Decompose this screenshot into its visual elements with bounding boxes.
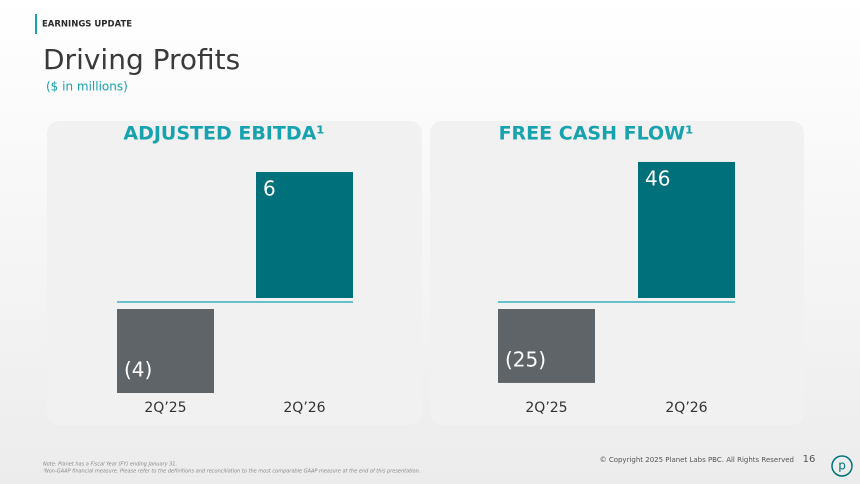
footnote: Note: Planet has a Fiscal Year (FY) endi… (43, 462, 177, 468)
section-bar (35, 14, 37, 34)
logo-ring (831, 455, 853, 477)
x-tick-label: 2Q’26 (665, 400, 707, 416)
x-tick-label: 2Q’25 (525, 400, 567, 416)
bar (117, 309, 214, 393)
panel (430, 121, 804, 425)
logo: p (838, 459, 846, 473)
slide-subtitle: ($ in millions) (46, 80, 128, 94)
panel (47, 121, 422, 425)
slide-title: Driving Profits (43, 43, 240, 76)
x-tick-label: 2Q’25 (144, 400, 186, 416)
bar (256, 172, 353, 298)
value-label: 46 (645, 166, 670, 190)
value-label: 6 (263, 177, 276, 201)
section-label: EARNINGS UPDATE (42, 20, 132, 30)
footnote: ¹Non-GAAP financial measure. Please refe… (43, 469, 420, 475)
copyright: © Copyright 2025 Planet Labs PBC. All Ri… (600, 456, 794, 464)
page-number: 16 (803, 454, 816, 465)
value-label: (25) (505, 347, 546, 371)
chart-title: ADJUSTED EBITDA¹ (123, 123, 324, 145)
bar (638, 161, 735, 298)
value-label: (4) (124, 358, 152, 382)
bar (498, 309, 595, 383)
x-tick-label: 2Q’26 (283, 400, 325, 416)
chart-title: FREE CASH FLOW¹ (499, 123, 694, 145)
